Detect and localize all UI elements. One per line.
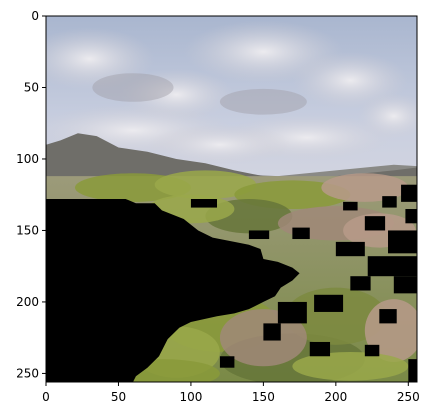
x-tick-label: 50 — [111, 390, 126, 404]
mask-fragment — [379, 309, 397, 324]
y-tick-label: 250 — [16, 366, 39, 380]
cloud-layer — [46, 20, 417, 165]
cloud — [147, 124, 293, 165]
cloud — [46, 27, 155, 91]
mask-fragment — [277, 301, 307, 324]
x-tick-label: 150 — [252, 390, 275, 404]
mask-fragment — [405, 209, 417, 224]
mask-fragment — [382, 196, 397, 208]
mask-fragment — [309, 341, 331, 357]
terrain-patch — [321, 173, 409, 202]
cloud — [292, 51, 409, 109]
image-plot — [46, 16, 417, 382]
mask-fragment — [401, 184, 417, 202]
mask-fragment — [364, 344, 380, 357]
mask-fragment — [190, 199, 218, 208]
mask-fragments — [190, 184, 417, 382]
cloud-shadow — [92, 73, 174, 102]
mask-fragment — [219, 356, 235, 368]
mask-fragment — [343, 201, 358, 211]
mask-fragment — [314, 294, 344, 312]
y-tick-label: 0 — [31, 9, 39, 23]
mask-fragment — [248, 230, 270, 240]
cloud-shadow — [219, 88, 307, 115]
mask-fragment — [335, 241, 365, 257]
x-axis-ticks: 0 50 100 150 200 250 — [42, 382, 420, 404]
y-tick-label: 200 — [16, 295, 39, 309]
axes-frame — [45, 15, 418, 383]
mask-fragment — [364, 216, 386, 231]
y-axis-ticks: 0 50 100 150 200 250 — [16, 9, 46, 380]
y-tick-label: 150 — [16, 223, 39, 237]
mask-fragment — [388, 230, 417, 254]
mask-fragment — [263, 323, 281, 341]
y-tick-label: 100 — [16, 152, 39, 166]
x-tick-label: 100 — [179, 390, 202, 404]
terrain-patch — [292, 351, 409, 381]
mask-fragment — [263, 270, 286, 282]
cloud — [357, 93, 417, 139]
black-mask-region — [46, 199, 300, 382]
x-tick-label: 250 — [397, 390, 420, 404]
mask-fragment — [292, 227, 310, 240]
terrain-patch — [154, 170, 257, 199]
terrain-patch — [285, 287, 387, 345]
mask-fragment — [408, 359, 417, 382]
mask-fragment — [393, 276, 417, 294]
mask-fragment — [350, 276, 371, 291]
x-tick-label: 0 — [42, 390, 50, 404]
mask-fragment — [367, 256, 417, 277]
x-tick-label: 200 — [324, 390, 347, 404]
y-tick-label: 50 — [24, 80, 39, 94]
